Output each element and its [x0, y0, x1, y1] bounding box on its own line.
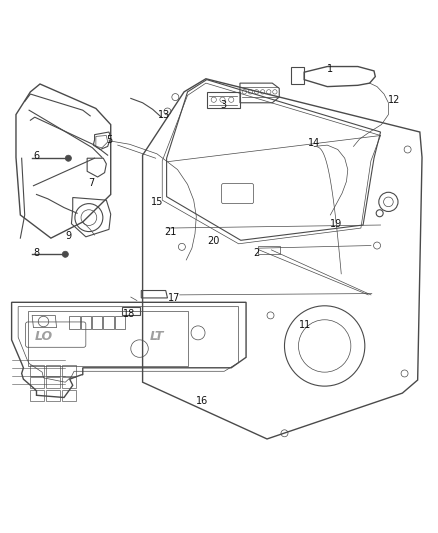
Text: 16: 16: [196, 396, 208, 406]
Text: 6: 6: [33, 151, 39, 161]
Text: 15: 15: [151, 197, 163, 207]
Text: LO: LO: [35, 330, 53, 343]
Text: 14: 14: [308, 139, 320, 148]
Bar: [30, 377, 44, 389]
Text: 21: 21: [164, 228, 176, 237]
Bar: [62, 377, 76, 389]
Text: 11: 11: [299, 320, 311, 330]
Text: 18: 18: [124, 309, 136, 319]
Bar: [62, 390, 76, 401]
Bar: [46, 377, 60, 389]
Bar: [46, 365, 60, 376]
Bar: [30, 365, 44, 376]
Text: 12: 12: [388, 95, 400, 104]
Text: 1: 1: [327, 64, 333, 74]
Circle shape: [62, 251, 68, 257]
Bar: [62, 365, 76, 376]
Text: 20: 20: [208, 236, 220, 246]
Bar: [30, 390, 44, 401]
Text: LT: LT: [150, 330, 164, 343]
Text: 9: 9: [65, 231, 71, 241]
Text: 13: 13: [158, 110, 170, 119]
Text: 17: 17: [168, 293, 180, 303]
Text: 2: 2: [253, 248, 259, 259]
Text: 19: 19: [330, 219, 342, 229]
Circle shape: [65, 155, 71, 161]
Bar: [46, 390, 60, 401]
Text: 3: 3: [220, 100, 226, 110]
Text: 8: 8: [33, 248, 39, 259]
Text: 7: 7: [88, 177, 95, 188]
Text: 5: 5: [106, 135, 112, 145]
